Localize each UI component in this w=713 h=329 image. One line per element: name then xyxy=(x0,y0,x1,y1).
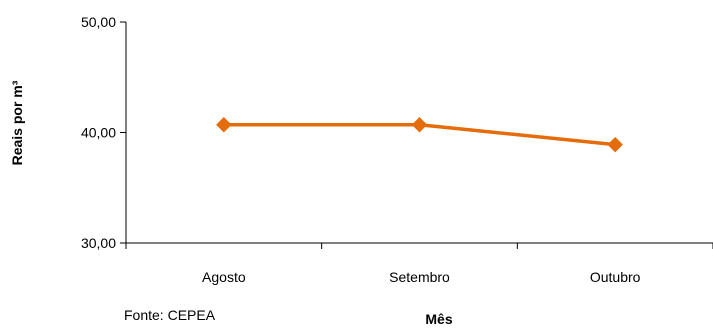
data-point-marker xyxy=(216,117,232,133)
chart-axes xyxy=(125,22,713,244)
y-axis-title: Reais por m³ xyxy=(9,80,25,165)
x-axis-title: Mês xyxy=(425,311,452,327)
y-tick-label: 50,00 xyxy=(81,14,116,30)
data-point-marker xyxy=(411,117,428,133)
x-axis-ticks: Agosto Setembro Outubro xyxy=(125,243,713,285)
x-tick-label: Outubro xyxy=(590,269,641,285)
series-layer xyxy=(216,117,623,153)
data-point-marker xyxy=(607,136,623,153)
y-tick-label: 40,00 xyxy=(81,125,116,141)
x-tick-label: Agosto xyxy=(202,269,246,285)
source-note: Fonte: CEPEA xyxy=(124,307,216,323)
x-tick-label: Setembro xyxy=(389,269,450,285)
y-tick-label: 30,00 xyxy=(81,235,116,251)
y-axis-ticks: 30,00 40,00 50,00 xyxy=(81,14,126,251)
